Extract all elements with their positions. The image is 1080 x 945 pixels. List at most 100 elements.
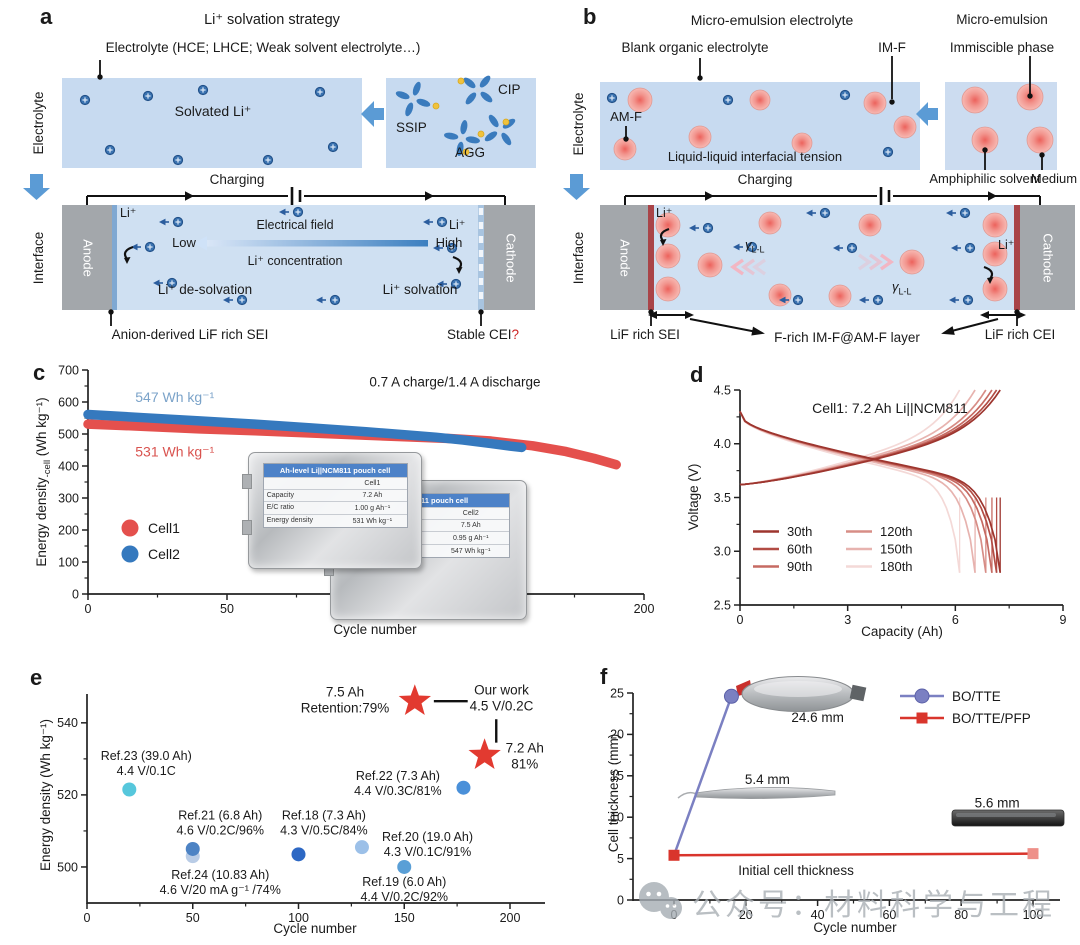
electrolyte-note: Electrolyte (HCE; LHCE; Weak solvent ele… xyxy=(105,40,421,55)
svg-text:Retention:79%: Retention:79% xyxy=(301,700,390,715)
wechat-icon xyxy=(639,882,682,919)
svg-text:Ref.22 (7.3 Ah): Ref.22 (7.3 Ah) xyxy=(356,769,440,783)
microemulsion-inset-title: Micro-emulsion xyxy=(956,12,1048,27)
li-ion-dot xyxy=(79,94,91,106)
svg-text:0: 0 xyxy=(72,587,79,601)
blank-electrolyte-label: Blank organic electrolyte xyxy=(621,40,769,55)
svg-text:4.4 V/0.3C/81%: 4.4 V/0.3C/81% xyxy=(354,784,442,798)
panel-a-title: Li⁺ solvation strategy xyxy=(204,12,340,28)
moving-li-ion xyxy=(223,294,248,306)
svg-text:Ref.23 (39.0 Ah): Ref.23 (39.0 Ah) xyxy=(101,749,192,763)
panel-f-letter: f xyxy=(600,664,608,689)
panel-e-comparison-scatter: 0 50 100 150 200 500 520 540 Ref.23 (39.0 Ah) 4.4… xyxy=(30,665,560,945)
li-ion-dot xyxy=(142,90,154,102)
moving-li-ion xyxy=(951,242,976,254)
svg-text:4.0: 4.0 xyxy=(714,437,731,451)
lif-cei-caption: LiF rich CEI xyxy=(984,327,1056,342)
solvent-cluster xyxy=(395,81,431,117)
svg-text:Ref.20 (19.0 Ah): Ref.20 (19.0 Ah) xyxy=(382,830,473,844)
svg-text:2.5: 2.5 xyxy=(714,598,731,612)
gamma-ll-right: γL-L xyxy=(892,279,912,297)
charge-curve-30th xyxy=(739,389,1001,486)
li-plus-cathode-b: Li⁺ xyxy=(998,238,1015,252)
panel-e-letter: e xyxy=(30,665,43,690)
moving-li-ion xyxy=(949,294,974,306)
moving-li-ion xyxy=(833,242,858,254)
row-label-electrolyte-b: Electrolyte xyxy=(571,92,587,156)
svg-text:4.5: 4.5 xyxy=(714,383,731,397)
panel-d-voltage-capacity-chart: 0 3 6 9 2.5 3.0 3.5 4.0 4.5 30th 60th 90th 120th 150t… xyxy=(680,358,1080,650)
watermark: 公众号：材料科学与工程 xyxy=(636,880,1055,924)
li-ion-dot xyxy=(104,144,116,156)
cathode-label-b: Cathode xyxy=(1040,233,1056,283)
svg-text:500: 500 xyxy=(58,427,79,441)
li-ion-dot xyxy=(839,89,851,101)
panel-c-letter: c xyxy=(33,360,46,385)
svg-text:50: 50 xyxy=(186,911,200,925)
li-ion-dot xyxy=(722,94,734,106)
panel-d-letter: d xyxy=(690,362,704,387)
high-label: High xyxy=(435,235,463,250)
moving-li-ion xyxy=(859,294,884,306)
svg-text:Ref.24 (10.83 Ah): Ref.24 (10.83 Ah) xyxy=(171,868,269,882)
svg-text:10: 10 xyxy=(610,811,624,825)
low-label: Low xyxy=(172,235,196,250)
svg-text:20: 20 xyxy=(739,908,753,922)
svg-text:3: 3 xyxy=(844,613,851,627)
panel-b-title: Micro-emulsion electrolyte xyxy=(690,12,854,28)
svg-text:5.4 mm: 5.4 mm xyxy=(745,772,790,787)
svg-text:9: 9 xyxy=(1060,613,1067,627)
amphiphilic-label: Amphiphilic solvent xyxy=(929,171,1041,186)
anode-label: Anode xyxy=(80,239,96,277)
svg-text:4.4 V/0.1C: 4.4 V/0.1C xyxy=(117,764,176,778)
marker-square xyxy=(668,849,680,861)
svg-text:120th: 120th xyxy=(880,524,913,539)
svg-text:15: 15 xyxy=(610,769,624,783)
moving-li-ion xyxy=(279,206,304,218)
e-y-axis-label: Energy density (Wh kg⁻¹) xyxy=(38,719,54,871)
solvation-diagram-graphics xyxy=(23,60,536,326)
gamma-ll-left: γL-L xyxy=(745,237,765,255)
svg-text:100: 100 xyxy=(1023,908,1044,922)
black-cell-photo xyxy=(951,809,1065,827)
moving-li-ion xyxy=(153,277,178,289)
svg-text:BO/TTE: BO/TTE xyxy=(952,689,1001,704)
svg-text:5: 5 xyxy=(617,852,624,866)
svg-text:BO/TTE/PFP: BO/TTE/PFP xyxy=(952,711,1031,726)
desolvation-label: Li⁺ de-solvation xyxy=(157,282,253,297)
imf-label: IM-F xyxy=(878,40,906,55)
svg-text:4.4 V/0.2C/92%: 4.4 V/0.2C/92% xyxy=(360,890,448,904)
cei-question-mark: ? xyxy=(511,327,520,342)
svg-text:3.5: 3.5 xyxy=(714,491,731,505)
li-ion-dot xyxy=(314,86,326,98)
e-x-axis-label: Cycle number xyxy=(273,921,357,936)
moving-li-ion xyxy=(689,222,714,234)
svg-text:531 Wh kg⁻¹: 531 Wh kg⁻¹ xyxy=(135,443,214,459)
li-ion-dot xyxy=(882,146,894,158)
svg-text:300: 300 xyxy=(58,491,79,505)
svg-text:6: 6 xyxy=(952,613,959,627)
svg-text:Cell1: Cell1 xyxy=(148,520,180,536)
cell-thickness-chart: 020406080100051015202524.6 mm5.4 mm5.6 m… xyxy=(610,676,1065,922)
frich-layer-caption: F-rich IM-F@AM-F layer xyxy=(774,330,920,345)
discharge-curve-30th xyxy=(739,411,1002,573)
voltage-capacity-chart: 0 3 6 9 2.5 3.0 3.5 4.0 4.5 30th 60th 90th 120th 150t… xyxy=(714,383,1067,627)
svg-text:81%: 81% xyxy=(511,756,538,771)
svg-text:40: 40 xyxy=(811,908,825,922)
solvent-cluster xyxy=(444,120,480,156)
moving-li-ion xyxy=(159,216,184,228)
svg-text:150: 150 xyxy=(394,911,415,925)
series-BO/TTE/PFP xyxy=(673,852,1034,857)
pouch-cell1-photo: Ah-level Li||NCM811 pouch cell Cell1 Capac… xyxy=(242,452,422,569)
svg-text:7.5 Ah: 7.5 Ah xyxy=(326,684,364,699)
d-x-axis-label: Capacity (Ah) xyxy=(861,624,943,639)
c-x-axis-label: Cycle number xyxy=(333,622,417,637)
svg-text:520: 520 xyxy=(57,788,78,802)
svg-text:Ref.19 (6.0 Ah): Ref.19 (6.0 Ah) xyxy=(362,875,446,889)
svg-text:24.6 mm: 24.6 mm xyxy=(791,710,844,725)
svg-text:60th: 60th xyxy=(787,542,812,557)
li-plus-anode: Li⁺ xyxy=(120,206,137,220)
svg-text:Initial cell thickness: Initial cell thickness xyxy=(738,863,854,878)
solvent-cluster xyxy=(463,75,493,105)
flat-cell-photo xyxy=(677,787,836,799)
